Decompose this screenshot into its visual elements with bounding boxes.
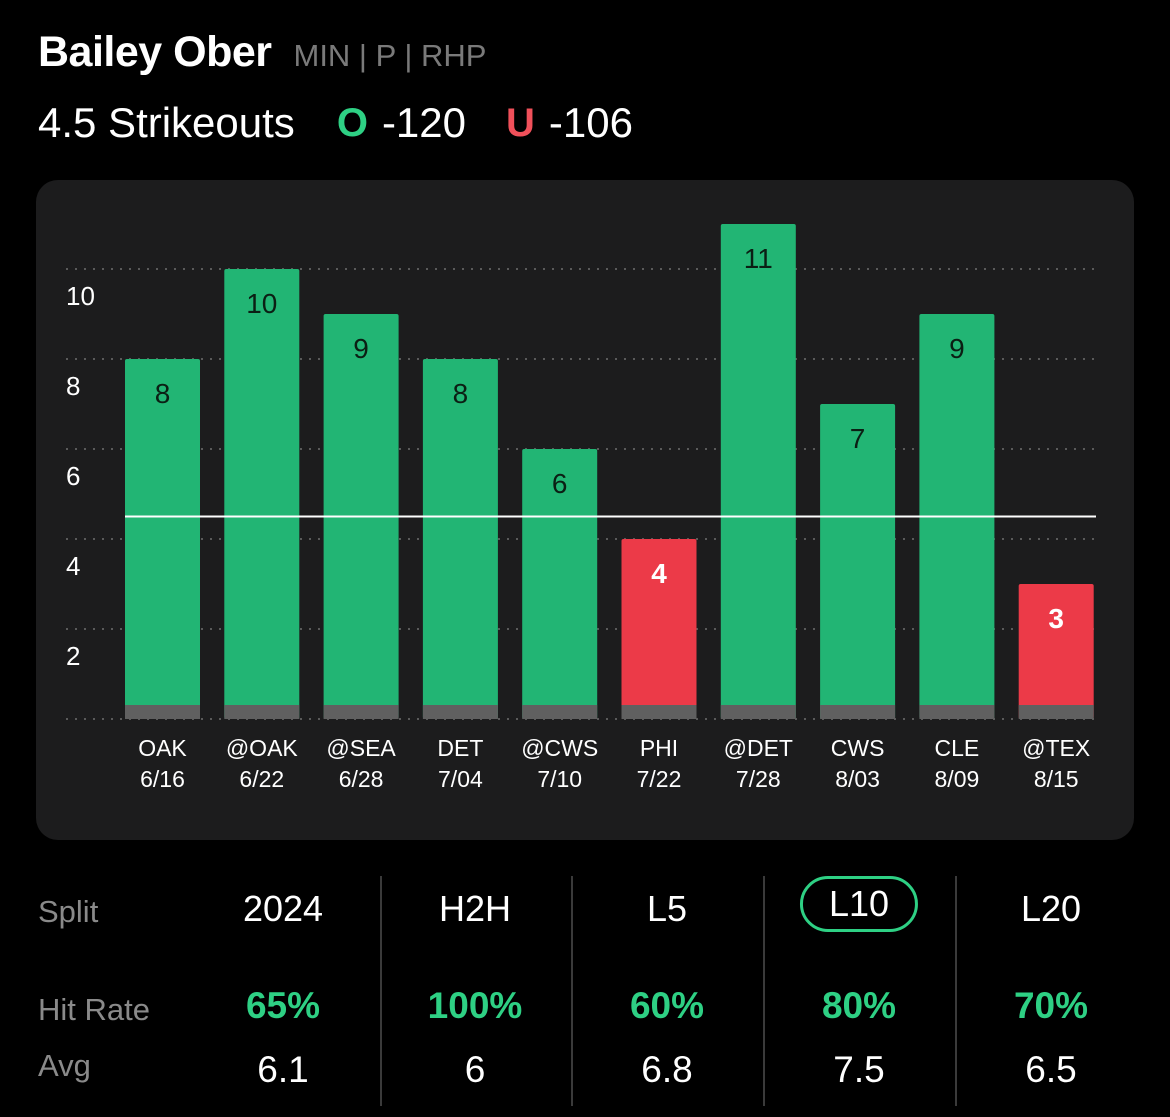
over-option[interactable]: O -120 — [337, 99, 466, 147]
bar — [820, 404, 896, 719]
bar-base — [621, 705, 697, 719]
x-tick-opponent: PHI — [640, 735, 678, 761]
column-divider — [955, 876, 957, 1106]
hit-rate-value: 70% — [1013, 985, 1089, 1026]
hit-rate-value: 100% — [427, 985, 523, 1026]
split-row-label: Split — [38, 894, 99, 929]
y-tick-label: 2 — [66, 641, 80, 671]
prop-header: Bailey Ober MIN | P | RHP 4.5 Strikeouts… — [38, 28, 1132, 148]
bar-value-label: 9 — [949, 333, 965, 364]
split-column[interactable]: L20 70% 6.5 — [956, 872, 1146, 1112]
avg-row-label: Avg — [38, 1048, 91, 1083]
avg-value: 6.1 — [257, 1049, 309, 1090]
x-tick-opponent: @CWS — [521, 735, 598, 761]
bar-base — [720, 705, 796, 719]
x-tick-opponent: OAK — [138, 735, 187, 761]
bar-base — [522, 705, 598, 719]
bar-value-label: 7 — [850, 423, 866, 454]
bar — [720, 224, 796, 719]
x-tick-date: 7/10 — [537, 766, 582, 792]
x-tick-date: 6/16 — [140, 766, 185, 792]
split-tab-2024[interactable]: 2024 — [242, 888, 324, 929]
bar-base — [224, 705, 300, 719]
bar-value-label: 6 — [552, 468, 568, 499]
bar-base — [919, 705, 995, 719]
x-tick-date: 8/03 — [835, 766, 880, 792]
x-tick-opponent: @TEX — [1022, 735, 1090, 761]
column-divider — [380, 876, 382, 1106]
under-option[interactable]: U -106 — [506, 99, 633, 147]
bar-value-label: 3 — [1048, 603, 1064, 634]
chart-svg: 2 4 6 8 10 8 OAK 6/16 10 @OAK 6/22 9 @SEA 6/28 8 DET 7/0… — [66, 224, 1096, 792]
x-tick-opponent: @OAK — [226, 735, 299, 761]
column-divider — [571, 876, 573, 1106]
x-tick-date: 6/22 — [239, 766, 284, 792]
game-log-chart: 2 4 6 8 10 8 OAK 6/16 10 @OAK 6/22 9 @SEA 6/28 8 DET 7/0… — [36, 180, 1134, 840]
bar-value-label: 8 — [453, 378, 469, 409]
bar-base — [820, 705, 896, 719]
split-tab-l10[interactable]: L10 — [799, 876, 919, 932]
bar-base — [125, 705, 200, 719]
hit-rate-value: 65% — [245, 985, 321, 1026]
bar — [422, 359, 498, 719]
hit-rate-row-label: Hit Rate — [38, 992, 150, 1027]
bar-value-label: 8 — [155, 378, 171, 409]
y-tick-label: 10 — [66, 281, 95, 311]
bar-value-label: 10 — [246, 288, 277, 319]
x-tick-opponent: CWS — [831, 735, 885, 761]
x-tick-date: 8/09 — [935, 766, 980, 792]
bar-base — [323, 705, 399, 719]
y-tick-label: 4 — [66, 551, 80, 581]
avg-value: 7.5 — [833, 1049, 885, 1090]
x-tick-date: 6/28 — [339, 766, 384, 792]
avg-value: 6.8 — [641, 1049, 693, 1090]
bar-value-label: 4 — [651, 558, 667, 589]
over-letter: O — [336, 100, 368, 145]
column-divider — [763, 876, 765, 1106]
bar-value-label: 9 — [353, 333, 369, 364]
split-column[interactable]: L5 60% 6.8 — [572, 872, 762, 1112]
hit-rate-value: 60% — [629, 985, 705, 1026]
x-tick-date: 7/22 — [637, 766, 682, 792]
prop-line: 4.5 Strikeouts — [38, 99, 295, 146]
bar — [125, 359, 200, 719]
x-tick-opponent: @DET — [724, 735, 793, 761]
split-tab-l20[interactable]: L20 — [1020, 888, 1082, 929]
splits-table: Split Hit Rate Avg 2024 65% 6.1 H2H 100% 6 L5 6… — [0, 872, 1170, 1117]
under-odds: -106 — [548, 99, 633, 146]
x-tick-date: 7/04 — [438, 766, 483, 792]
player-meta: MIN | P | RHP — [293, 38, 487, 73]
x-tick-date: 8/15 — [1034, 766, 1079, 792]
player-name: Bailey Ober — [38, 28, 272, 76]
x-tick-opponent: DET — [437, 735, 483, 761]
hit-rate-value: 80% — [821, 985, 897, 1026]
bar — [621, 539, 697, 719]
under-letter: U — [506, 100, 535, 145]
bar-base — [422, 705, 498, 719]
y-tick-label: 8 — [66, 371, 80, 401]
x-tick-opponent: @SEA — [326, 735, 396, 761]
over-odds: -120 — [381, 99, 466, 146]
split-column[interactable]: 2024 65% 6.1 — [188, 872, 378, 1112]
x-tick-date: 7/28 — [736, 766, 781, 792]
y-tick-label: 6 — [66, 461, 80, 491]
bar — [224, 269, 300, 719]
split-tab-l5[interactable]: L5 — [646, 888, 688, 929]
bar-base — [1018, 705, 1094, 719]
avg-value: 6 — [464, 1049, 486, 1090]
split-column[interactable]: L10 80% 7.5 — [764, 872, 954, 1112]
split-column[interactable]: H2H 100% 6 — [380, 872, 570, 1112]
split-tab-h2h[interactable]: H2H — [438, 888, 512, 929]
bar — [1018, 584, 1094, 719]
x-tick-opponent: CLE — [935, 735, 980, 761]
avg-value: 6.5 — [1025, 1049, 1077, 1090]
bar-value-label: 11 — [744, 243, 773, 274]
